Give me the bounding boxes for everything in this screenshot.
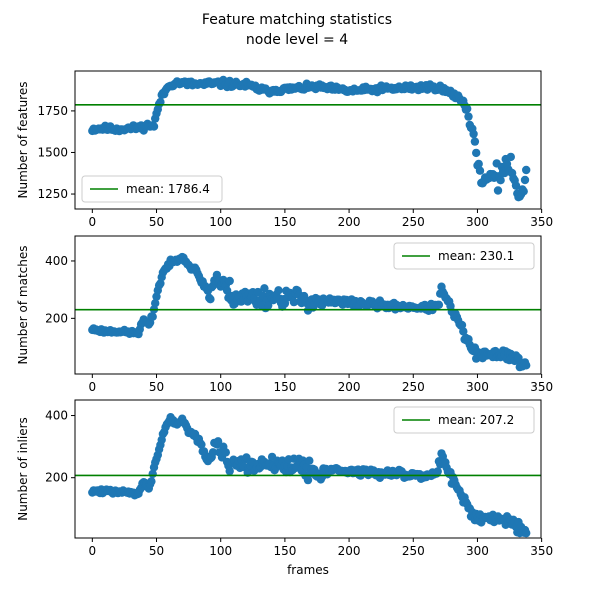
x-tick-label: 200 xyxy=(338,380,361,394)
y-tick-label: 1750 xyxy=(37,104,68,118)
x-tick-label: 100 xyxy=(209,380,232,394)
x-tick-label: 150 xyxy=(273,215,296,229)
x-tick-label: 100 xyxy=(209,544,232,558)
data-point xyxy=(260,284,269,293)
axes-frame xyxy=(74,70,542,210)
legend: mean: 207.2 xyxy=(393,406,535,434)
figure-subtitle: node level = 4 xyxy=(246,32,348,48)
y-tick-label: 200 xyxy=(45,311,68,325)
data-point xyxy=(303,475,313,485)
data-point xyxy=(459,327,468,336)
data-point xyxy=(511,181,521,190)
data-point xyxy=(221,448,230,457)
legend: mean: 1786.4 xyxy=(81,175,223,203)
x-tick-label: 200 xyxy=(338,544,361,558)
data-point xyxy=(433,467,442,476)
data-point xyxy=(206,295,215,304)
data-point xyxy=(474,159,483,169)
x-tick-label: 150 xyxy=(273,380,296,394)
data-point xyxy=(225,276,234,286)
data-point xyxy=(463,104,472,113)
legend-box xyxy=(81,175,223,203)
data-point xyxy=(208,448,218,457)
data-point xyxy=(274,286,283,295)
data-point xyxy=(506,152,515,162)
data-point xyxy=(225,466,234,476)
subplot-features: 0 50 100 150 200 250 300 350 1250 1500 1750 Number … xyxy=(16,70,553,229)
y-axis-label: Number of inliers xyxy=(16,417,30,521)
data-point xyxy=(470,137,480,146)
x-tick-label: 50 xyxy=(149,215,164,229)
legend: mean: 230.1 xyxy=(393,242,535,270)
scatter-series-features xyxy=(88,75,531,202)
data-point xyxy=(475,166,485,175)
data-point xyxy=(305,456,314,465)
legend-label: mean: 207.2 xyxy=(438,413,514,427)
y-tick-label: 1500 xyxy=(37,145,68,159)
y-tick-label: 400 xyxy=(45,409,68,423)
data-point xyxy=(469,129,478,139)
legend-label: mean: 1786.4 xyxy=(126,182,210,196)
data-point xyxy=(457,320,467,330)
subplot-matches: 0 50 100 150 200 250 300 350 200 400 Number of mat… xyxy=(16,235,553,394)
legend-box xyxy=(393,406,535,434)
x-tick-label: 300 xyxy=(466,544,489,558)
data-point xyxy=(151,299,160,308)
x-tick-label: 100 xyxy=(209,215,232,229)
x-tick-label: 250 xyxy=(402,380,425,394)
data-point xyxy=(434,300,444,309)
data-point xyxy=(522,528,531,538)
y-axis-label: Number of features xyxy=(16,82,30,199)
data-point xyxy=(289,297,299,307)
x-tick-label: 0 xyxy=(89,380,97,394)
data-point xyxy=(493,186,503,195)
data-point xyxy=(514,353,523,363)
x-tick-label: 0 xyxy=(89,544,97,558)
y-tick-label: 200 xyxy=(45,471,68,485)
data-point xyxy=(156,279,165,288)
x-tick-label: 250 xyxy=(402,215,425,229)
data-point xyxy=(147,477,156,486)
x-tick-label: 300 xyxy=(466,380,489,394)
subplot-inliers: 0 50 100 150 200 250 300 350 200 400 Number of inl… xyxy=(16,399,553,577)
figure-title: Feature matching statistics xyxy=(202,12,392,28)
x-tick-label: 350 xyxy=(530,215,553,229)
data-point xyxy=(148,312,157,321)
x-tick-label: 350 xyxy=(530,544,553,558)
data-point xyxy=(522,165,531,175)
x-axis-label: frames xyxy=(287,563,329,577)
axes-frame xyxy=(74,235,542,375)
y-tick-label: 1250 xyxy=(37,187,68,201)
data-point xyxy=(213,437,223,446)
scatter-series-matches xyxy=(88,252,531,372)
data-point xyxy=(522,361,531,370)
x-tick-label: 50 xyxy=(149,380,164,394)
x-tick-label: 300 xyxy=(466,215,489,229)
y-axis-label: Number of matches xyxy=(16,246,30,365)
x-tick-label: 150 xyxy=(273,544,296,558)
data-point xyxy=(197,440,206,449)
x-tick-label: 200 xyxy=(338,215,361,229)
data-point xyxy=(264,301,273,310)
data-point xyxy=(464,112,473,121)
x-tick-label: 0 xyxy=(89,215,97,229)
x-tick-label: 350 xyxy=(530,380,553,394)
data-point xyxy=(472,148,481,158)
axes-frame xyxy=(74,399,542,539)
x-tick-label: 250 xyxy=(402,544,425,558)
x-tick-label: 50 xyxy=(149,544,164,558)
data-point xyxy=(519,187,528,196)
legend-box xyxy=(393,242,535,270)
data-point xyxy=(496,176,505,185)
data-point xyxy=(222,286,232,295)
y-tick-label: 400 xyxy=(45,254,68,268)
legend-label: mean: 230.1 xyxy=(438,249,514,263)
data-point xyxy=(520,175,530,185)
subplots: 0 50 100 150 200 250 300 350125015001750Number … xyxy=(16,70,553,577)
data-point xyxy=(149,122,159,131)
